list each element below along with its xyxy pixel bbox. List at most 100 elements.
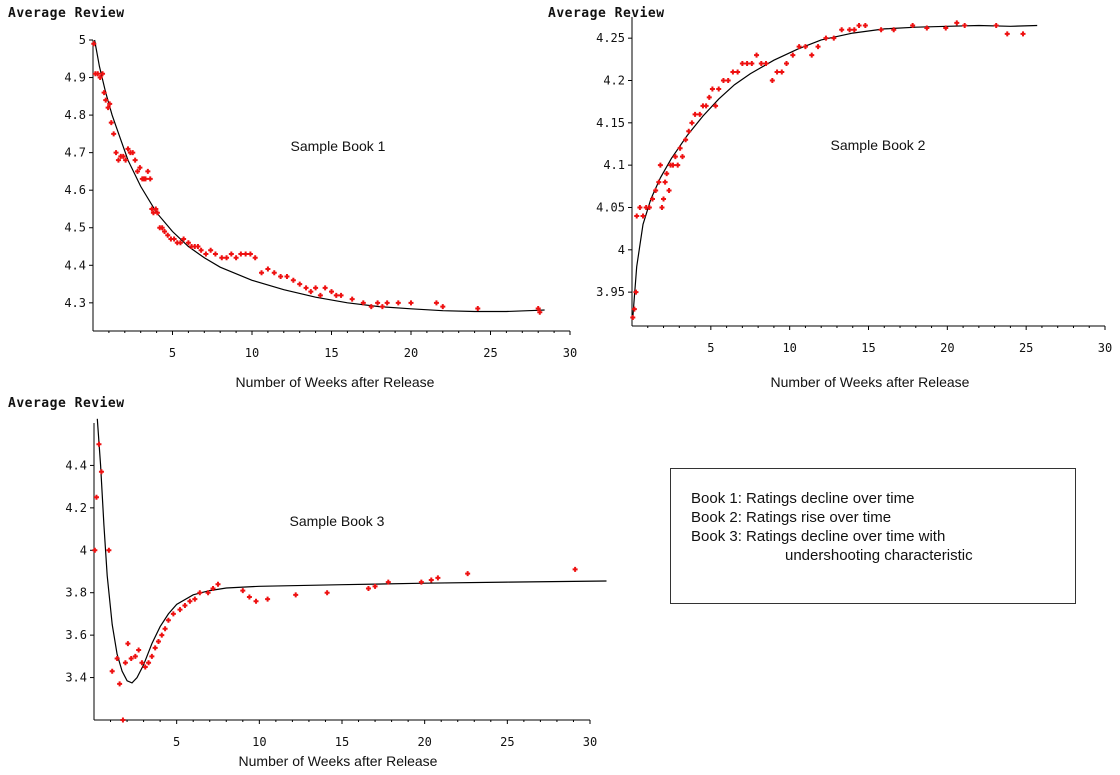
data-point xyxy=(809,52,815,58)
x-tick-label: 20 xyxy=(417,735,431,749)
data-point xyxy=(150,210,156,216)
data-point xyxy=(440,304,446,310)
data-point xyxy=(208,247,214,253)
data-point xyxy=(375,300,381,306)
data-point xyxy=(132,653,138,659)
data-point xyxy=(139,660,145,666)
data-point xyxy=(924,25,930,31)
x-tick-label: 25 xyxy=(1019,341,1033,355)
data-point xyxy=(633,289,639,295)
data-point xyxy=(95,71,101,77)
data-point xyxy=(774,69,780,75)
data-point xyxy=(93,494,99,500)
data-point xyxy=(943,25,949,31)
data-point xyxy=(779,69,785,75)
data-point xyxy=(238,251,244,257)
data-point xyxy=(142,664,148,670)
data-point xyxy=(278,274,284,280)
data-point xyxy=(114,655,120,661)
data-point xyxy=(240,588,246,594)
fit-curve xyxy=(632,24,1038,318)
data-point xyxy=(198,247,204,253)
data-point xyxy=(790,52,796,58)
data-point xyxy=(145,168,151,174)
data-point xyxy=(155,639,161,645)
data-point xyxy=(246,594,252,600)
data-point xyxy=(125,641,131,647)
data-point xyxy=(265,596,271,602)
data-point xyxy=(154,210,160,216)
sample-book-label: Sample Book 3 xyxy=(290,513,385,529)
data-point xyxy=(247,251,253,257)
x-tick-label: 30 xyxy=(563,346,577,360)
data-point xyxy=(744,61,750,67)
data-point xyxy=(653,188,659,194)
data-point xyxy=(106,547,112,553)
y-tick-label: 4 xyxy=(80,543,87,557)
data-point xyxy=(205,590,211,596)
data-point xyxy=(640,213,646,219)
data-point xyxy=(672,154,678,160)
y-tick-label: 4.5 xyxy=(64,221,86,235)
data-point xyxy=(572,566,578,572)
data-point xyxy=(107,101,113,107)
data-point xyxy=(91,41,97,47)
data-point xyxy=(92,547,98,553)
data-point xyxy=(313,285,319,291)
data-point xyxy=(763,61,769,67)
data-point xyxy=(749,61,755,67)
data-point xyxy=(962,22,968,28)
data-point xyxy=(664,171,670,177)
data-point xyxy=(96,441,102,447)
data-point xyxy=(97,75,103,81)
data-point xyxy=(149,653,155,659)
data-point xyxy=(159,632,165,638)
data-point xyxy=(802,44,808,50)
x-tick-label: 30 xyxy=(1098,341,1112,355)
data-point xyxy=(847,27,853,33)
x-tick-label: 5 xyxy=(169,346,176,360)
data-point xyxy=(365,585,371,591)
data-point xyxy=(418,579,424,585)
y-tick-label: 4.8 xyxy=(64,108,86,122)
data-point xyxy=(435,575,441,581)
data-point xyxy=(630,315,636,321)
x-tick-label: 10 xyxy=(245,346,259,360)
data-point xyxy=(754,52,760,58)
data-point xyxy=(856,22,862,28)
data-point xyxy=(709,86,715,92)
y-tick-label: 4.2 xyxy=(65,501,87,515)
x-tick-label: 15 xyxy=(861,341,875,355)
data-point xyxy=(656,179,662,185)
data-point xyxy=(252,255,258,261)
data-point xyxy=(891,27,897,33)
data-point xyxy=(643,204,649,210)
data-point xyxy=(130,150,136,156)
legend-line-1: Book 1: Ratings decline over time xyxy=(691,490,915,507)
data-point xyxy=(243,251,249,257)
data-point xyxy=(720,77,726,83)
data-point xyxy=(716,86,722,92)
data-point xyxy=(758,61,764,67)
data-point xyxy=(735,69,741,75)
x-axis-label: Number of Weeks after Release xyxy=(239,753,438,769)
y-tick-label: 4.4 xyxy=(64,258,86,272)
data-point xyxy=(136,647,142,653)
data-point xyxy=(103,97,109,103)
data-point xyxy=(831,35,837,41)
data-point xyxy=(297,281,303,287)
x-tick-label: 25 xyxy=(483,346,497,360)
y-tick-label: 4.7 xyxy=(64,146,86,160)
data-point xyxy=(993,22,999,28)
data-point xyxy=(132,157,138,163)
data-point xyxy=(101,90,107,96)
data-point xyxy=(649,196,655,202)
data-point xyxy=(338,292,344,298)
x-tick-label: 30 xyxy=(583,735,597,749)
data-point xyxy=(666,188,672,194)
y-tick-label: 3.6 xyxy=(65,628,87,642)
data-point xyxy=(428,577,434,583)
y-axis-label: Average Review xyxy=(548,6,665,21)
data-point xyxy=(142,176,148,182)
